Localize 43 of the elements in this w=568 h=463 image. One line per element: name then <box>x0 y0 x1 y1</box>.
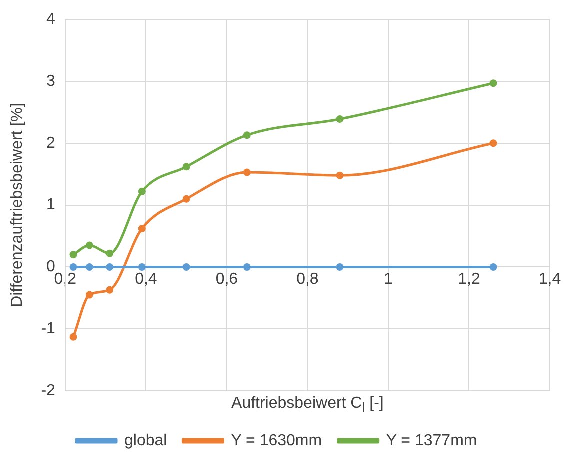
point <box>490 263 498 271</box>
point <box>243 132 251 140</box>
point <box>70 333 78 341</box>
point <box>86 291 94 299</box>
y-tick-label: 1 <box>46 196 56 214</box>
y-tick-label: -1 <box>41 320 56 338</box>
point <box>138 188 146 196</box>
point <box>106 263 114 271</box>
point <box>86 242 94 250</box>
legend-label: global <box>124 432 168 450</box>
x-tick-label: 0,8 <box>296 271 319 288</box>
point <box>106 286 114 294</box>
y-tick-label: 3 <box>46 72 56 90</box>
x-axis-title: Auftriebsbeiwert C$_{l}$ [-] <box>230 395 385 416</box>
legend-label: Y = 1630mm <box>231 432 322 450</box>
point <box>243 168 251 176</box>
point <box>490 140 498 148</box>
point <box>70 263 78 271</box>
y-tick-label: 4 <box>46 11 56 28</box>
point <box>336 263 344 271</box>
x-tick-label: 1,4 <box>538 271 562 288</box>
x-tick-label: 1,2 <box>458 271 480 288</box>
point <box>336 172 344 180</box>
y-axis-title: Differenzauftriebsbeiwert [%] <box>9 103 26 308</box>
point <box>336 116 344 124</box>
point <box>490 80 498 88</box>
point <box>182 195 190 203</box>
x-tick-label: 1 <box>384 271 394 288</box>
legend-label: Y = 1377mm <box>386 432 478 450</box>
y-tick-label: 2 <box>46 134 56 152</box>
x-tick-label: 0,2 <box>54 271 77 288</box>
point <box>243 263 251 271</box>
x-tick-label: 0,4 <box>135 271 158 288</box>
point <box>106 250 114 258</box>
x-tick-label: 0,6 <box>216 271 238 288</box>
y-tick-label: 0 <box>46 258 56 276</box>
y-tick-label: -2 <box>41 382 56 400</box>
point <box>86 263 94 271</box>
point <box>182 163 190 171</box>
point <box>138 263 146 271</box>
point <box>70 251 78 259</box>
point <box>138 225 146 233</box>
point <box>182 263 190 271</box>
